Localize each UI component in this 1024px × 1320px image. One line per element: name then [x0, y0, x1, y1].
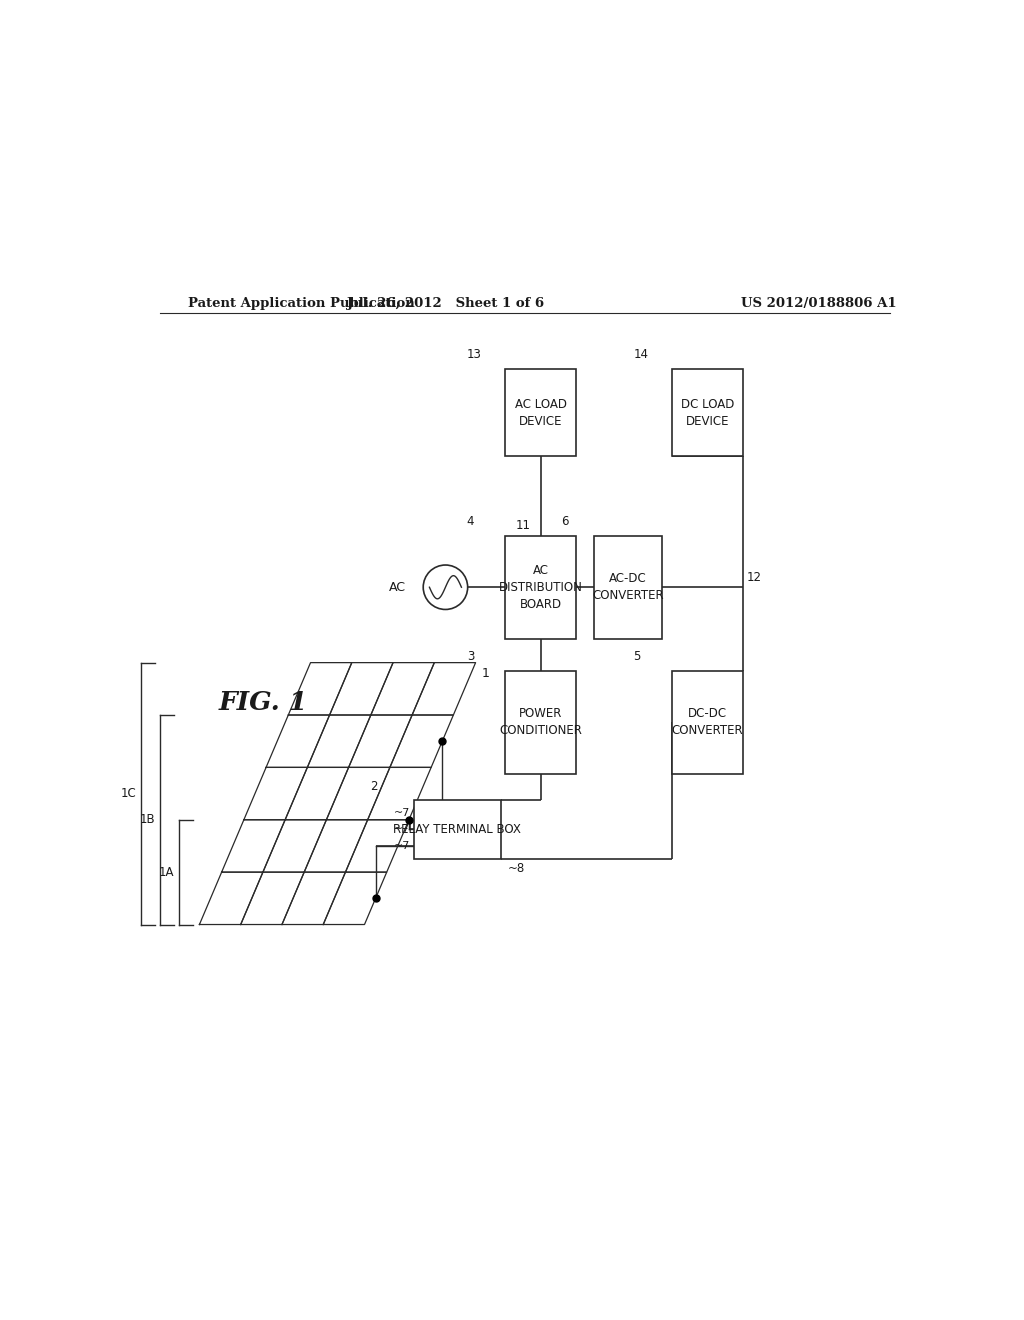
Text: RELAY TERMINAL BOX: RELAY TERMINAL BOX	[393, 822, 521, 836]
Bar	[505, 671, 577, 774]
Text: 1B: 1B	[139, 813, 155, 826]
Text: 1A: 1A	[159, 866, 174, 879]
Text: AC
DISTRIBUTION
BOARD: AC DISTRIBUTION BOARD	[499, 564, 583, 611]
Text: US 2012/0188806 A1: US 2012/0188806 A1	[740, 297, 896, 310]
Bar	[594, 536, 662, 639]
Text: ~7: ~7	[394, 824, 411, 834]
Text: 6: 6	[561, 515, 568, 528]
Text: 3: 3	[467, 649, 474, 663]
Bar	[505, 536, 577, 639]
Bar	[505, 370, 577, 457]
Text: 12: 12	[746, 572, 761, 583]
Text: 14: 14	[634, 348, 648, 362]
Text: 1: 1	[482, 667, 489, 680]
Text: POWER
CONDITIONER: POWER CONDITIONER	[500, 708, 582, 737]
Text: DC-DC
CONVERTER: DC-DC CONVERTER	[672, 708, 743, 737]
Text: AC: AC	[389, 581, 406, 594]
Bar	[672, 671, 743, 774]
Text: AC LOAD
DEVICE: AC LOAD DEVICE	[515, 397, 566, 428]
Text: 13: 13	[467, 348, 481, 362]
Text: AC-DC
CONVERTER: AC-DC CONVERTER	[592, 573, 664, 602]
Text: 1C: 1C	[120, 787, 136, 800]
Text: 4: 4	[467, 515, 474, 528]
Text: ~8: ~8	[507, 862, 524, 875]
Text: ~7: ~7	[394, 808, 411, 817]
Bar	[414, 800, 501, 859]
Text: 11: 11	[516, 520, 531, 532]
Text: FIG. 1: FIG. 1	[218, 690, 307, 715]
Text: 5: 5	[634, 649, 641, 663]
Text: 2: 2	[370, 780, 378, 793]
Text: Jul. 26, 2012   Sheet 1 of 6: Jul. 26, 2012 Sheet 1 of 6	[347, 297, 544, 310]
Bar	[672, 370, 743, 457]
Text: DC LOAD
DEVICE: DC LOAD DEVICE	[681, 397, 734, 428]
Text: Patent Application Publication: Patent Application Publication	[187, 297, 415, 310]
Text: ~7: ~7	[394, 841, 411, 851]
